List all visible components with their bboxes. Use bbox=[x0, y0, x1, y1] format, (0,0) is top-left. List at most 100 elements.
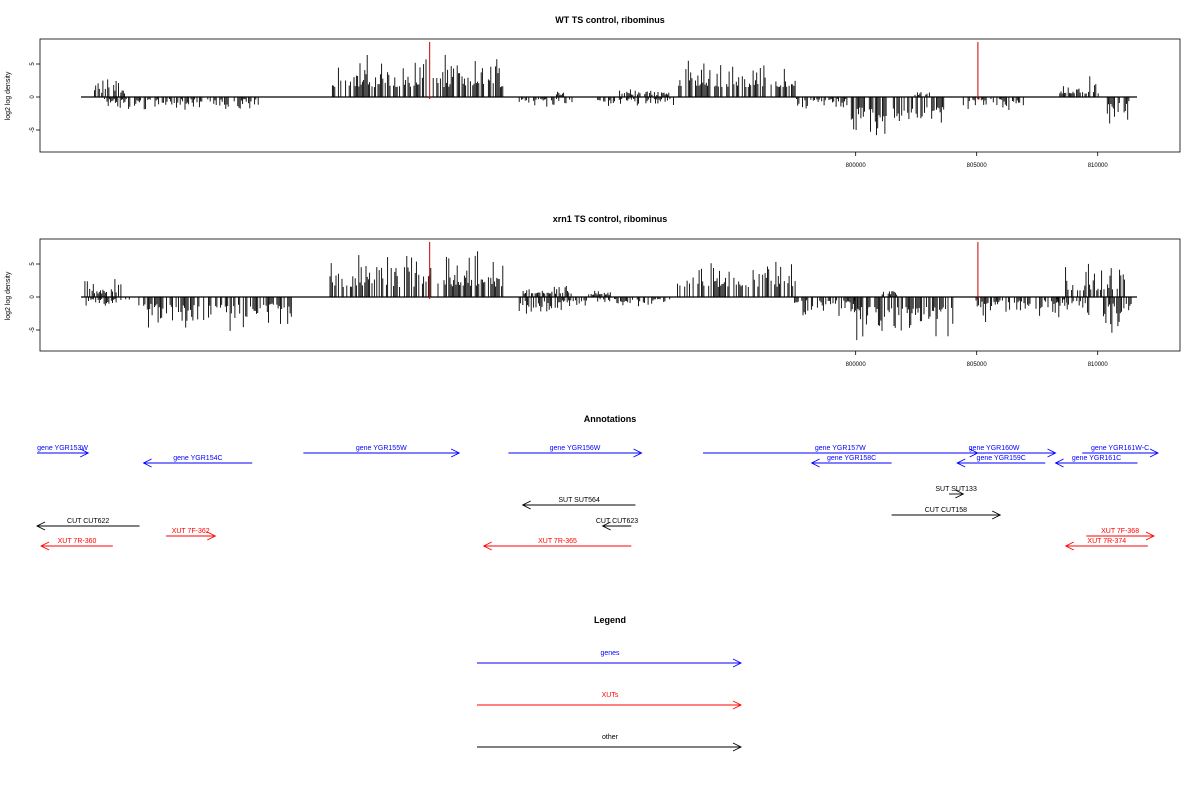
annotation-xut: XUT 7F-368 bbox=[1086, 528, 1155, 541]
annotation-label: gene YGR157W bbox=[815, 445, 866, 452]
panel-wt: WT TS control, ribominus log2 log densit… bbox=[5, 15, 1181, 169]
annotation-label: XUT 7R-374 bbox=[1087, 538, 1126, 545]
density-segment-4 bbox=[555, 91, 565, 97]
density-segment-0 bbox=[94, 79, 125, 97]
density-segment-14 bbox=[1106, 97, 1130, 124]
annotation-label: gene YGR154C bbox=[173, 455, 222, 462]
annotation-gene: gene YGR161C bbox=[1054, 455, 1138, 468]
density-segment-2 bbox=[331, 54, 504, 97]
annotations-title: Annotations bbox=[584, 414, 637, 424]
y-tick-label: 5 bbox=[30, 62, 36, 66]
annotation-label: gene YGR160W bbox=[969, 445, 1020, 452]
annotation-other: SUT SUT564 bbox=[521, 497, 636, 510]
density-segment-2 bbox=[138, 297, 292, 331]
annotation-gene: gene YGR153W bbox=[37, 445, 90, 458]
panel-wt-axes: 800000 805000 810000 5 0 -5 bbox=[30, 62, 1108, 169]
density-segment-1 bbox=[104, 97, 259, 110]
annotation-label: gene YGR156W bbox=[550, 445, 601, 452]
density-segment-13 bbox=[1059, 76, 1099, 97]
annotation-label: gene YGR153W bbox=[37, 445, 88, 452]
panel-wt-plot-frame bbox=[39, 38, 1181, 153]
annotation-label: SUT SUT133 bbox=[935, 486, 977, 493]
annotation-gene: gene YGR156W bbox=[508, 445, 643, 458]
panel-xrn1-marks bbox=[81, 242, 1137, 341]
density-segment-7 bbox=[645, 97, 674, 105]
density-segment-6 bbox=[588, 290, 611, 297]
annotation-arrowhead bbox=[633, 448, 643, 458]
annotation-arrowhead bbox=[810, 458, 820, 468]
density-segment-15 bbox=[1056, 297, 1068, 303]
y-tick-label: 0 bbox=[30, 295, 36, 299]
annotation-arrowhead bbox=[601, 521, 611, 531]
annotation-xut: XUT 7F-362 bbox=[166, 528, 217, 541]
legend-entry-genes: genes bbox=[477, 650, 743, 668]
legend-entry-other: other bbox=[477, 734, 743, 752]
panel-xrn1-plot-frame bbox=[39, 238, 1181, 352]
legend-panel: Legend genes XUTs other bbox=[477, 615, 743, 752]
annotation-label: gene YGR158C bbox=[827, 455, 876, 462]
y-tick-label: 0 bbox=[30, 95, 36, 99]
annotation-arrowhead bbox=[955, 489, 965, 499]
density-segment-7 bbox=[597, 297, 671, 307]
density-segment-12 bbox=[975, 297, 1090, 322]
annotation-label: CUT CUT622 bbox=[67, 518, 109, 525]
annotation-arrowhead bbox=[1047, 448, 1057, 458]
legend-label-genes: genes bbox=[600, 650, 620, 657]
legend-title: Legend bbox=[594, 615, 626, 625]
density-segment-1 bbox=[85, 297, 130, 306]
density-segment-0 bbox=[84, 279, 122, 297]
y-tick-label: 5 bbox=[30, 262, 36, 266]
y-tick-label: -5 bbox=[30, 127, 36, 133]
annotation-label: gene YGR159C bbox=[977, 455, 1026, 462]
annotation-gene: gene YGR161W-C bbox=[1082, 445, 1160, 458]
density-segment-9 bbox=[794, 297, 858, 316]
x-tick-label: 800000 bbox=[846, 163, 867, 169]
density-segment-3 bbox=[329, 251, 504, 297]
annotation-arrowhead bbox=[521, 500, 531, 510]
density-segment-5 bbox=[518, 297, 587, 314]
annotation-xut: XUT 7R-365 bbox=[482, 538, 632, 551]
annotation-other: CUT CUT623 bbox=[596, 518, 638, 531]
annotation-other: CUT CUT158 bbox=[891, 507, 1002, 520]
legend-label-other: other bbox=[602, 734, 619, 741]
annotation-arrowhead bbox=[482, 541, 492, 551]
annotation-arrowhead bbox=[1149, 448, 1160, 458]
annotation-gene: gene YGR159C bbox=[956, 455, 1046, 468]
density-segment-3 bbox=[518, 97, 573, 107]
density-segment-11 bbox=[881, 291, 898, 297]
annotation-track: gene YGR153W gene YGR154C gene YGR155W gene… bbox=[35, 445, 1160, 551]
density-segment-6 bbox=[619, 89, 670, 97]
annotation-gene: gene YGR158C bbox=[810, 455, 892, 468]
legend-entry-xuts: XUTs bbox=[477, 692, 743, 710]
annotation-arrowhead bbox=[80, 448, 90, 458]
density-segment-10 bbox=[853, 297, 954, 341]
density-segment-5 bbox=[597, 97, 639, 106]
panel-xrn1: xrn1 TS control, ribominus log2 log dens… bbox=[5, 214, 1181, 368]
annotation-label: XUT 7R-360 bbox=[58, 538, 97, 545]
annotation-other: CUT CUT622 bbox=[35, 518, 140, 531]
annotation-label: gene YGR155W bbox=[356, 445, 407, 452]
annotation-arrowhead bbox=[1145, 531, 1155, 541]
annotation-label: CUT CUT623 bbox=[596, 518, 638, 525]
panel-wt-y-axis-label: log2 log density bbox=[5, 71, 12, 120]
density-segment-10 bbox=[850, 97, 945, 136]
annotation-gene: gene YGR155W bbox=[303, 445, 461, 458]
panel-xrn1-y-axis-label: log2 log density bbox=[5, 271, 12, 320]
legend-arrowhead-xuts bbox=[732, 700, 743, 710]
annotation-xut: XUT 7R-360 bbox=[40, 538, 113, 551]
x-tick-label: 810000 bbox=[1088, 362, 1109, 368]
density-segment-8 bbox=[678, 60, 796, 97]
panel-wt-marks bbox=[81, 42, 1137, 136]
legend-arrowhead-other bbox=[732, 742, 743, 752]
annotation-arrowhead bbox=[35, 521, 46, 531]
annotation-label: SUT SUT564 bbox=[558, 497, 600, 504]
annotation-label: gene YGR161W-C bbox=[1091, 445, 1149, 452]
annotation-arrowhead bbox=[956, 458, 966, 468]
x-tick-label: 805000 bbox=[967, 362, 988, 368]
annotation-label: CUT CUT158 bbox=[925, 507, 967, 514]
annotation-arrowhead bbox=[991, 510, 1002, 520]
x-tick-label: 810000 bbox=[1088, 163, 1109, 169]
density-segment-12 bbox=[962, 97, 1024, 110]
